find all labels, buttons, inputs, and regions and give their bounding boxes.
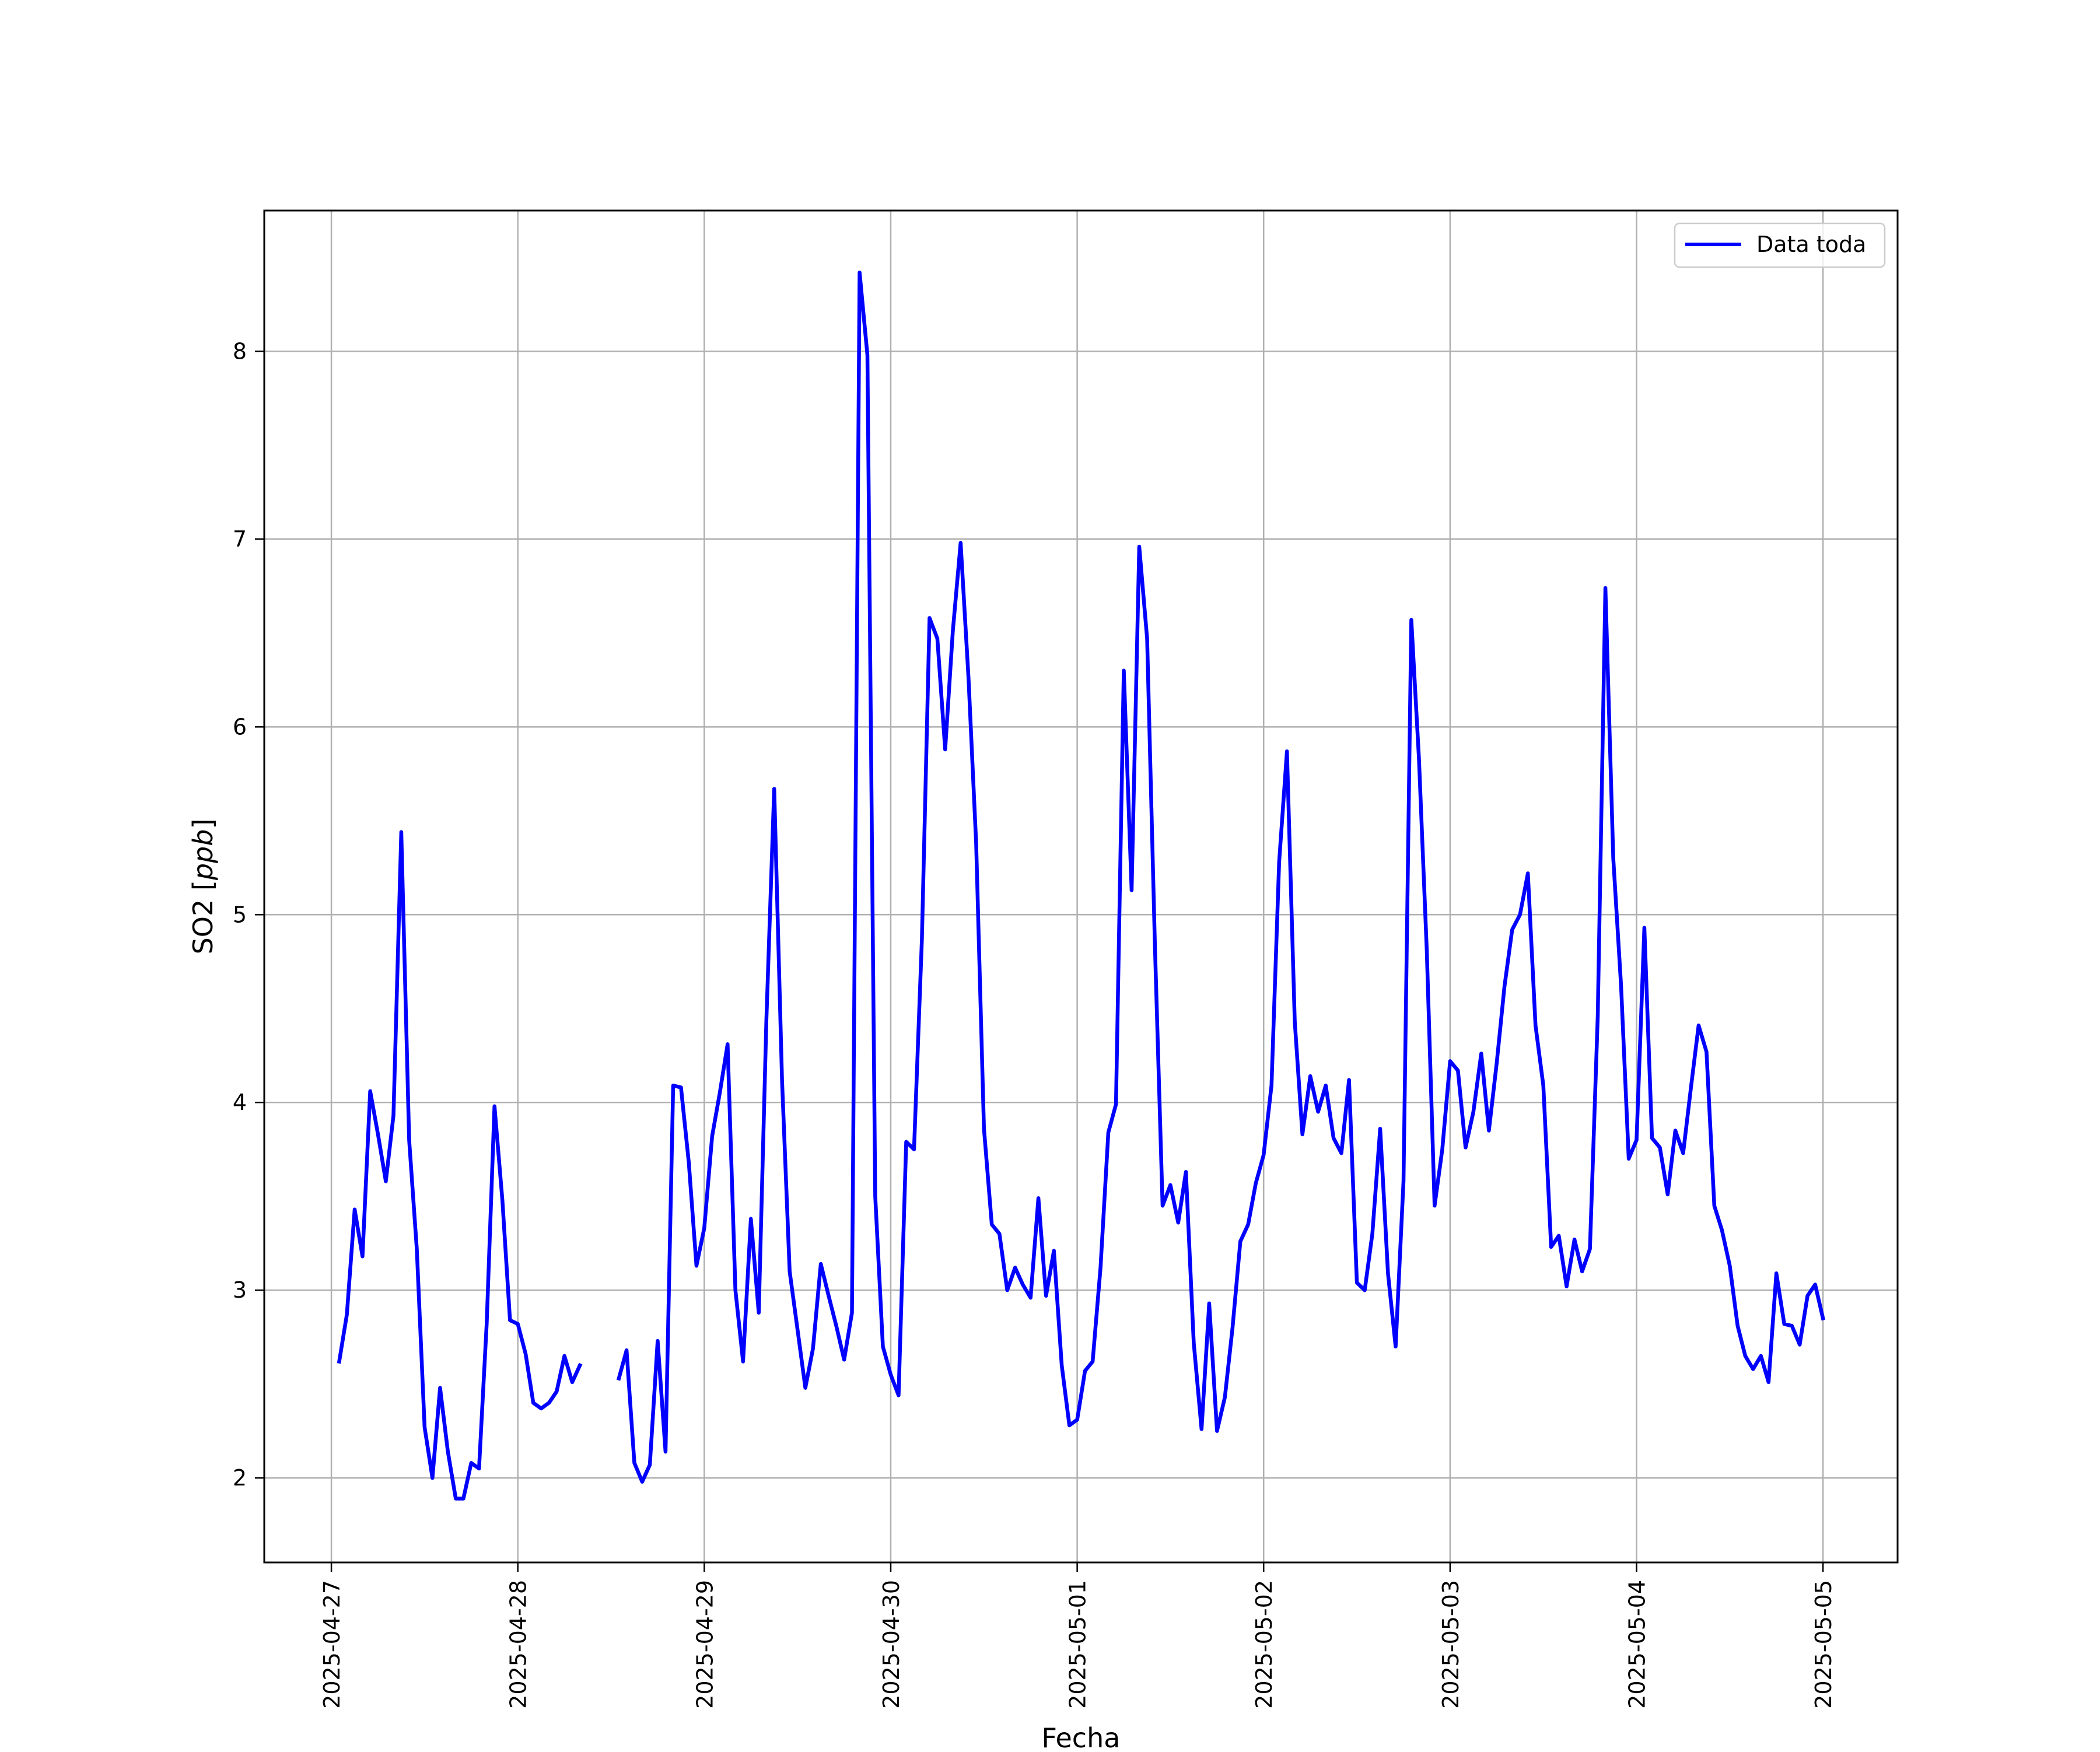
grid-layer <box>264 211 1898 1562</box>
x-tick-label: 2025-05-01 <box>1065 1580 1091 1709</box>
x-tick-label: 2025-05-02 <box>1251 1580 1277 1709</box>
y-tick-label: 4 <box>233 1089 247 1115</box>
x-tick-label: 2025-04-27 <box>319 1580 345 1709</box>
series-line-segment <box>616 270 1825 1484</box>
y-axis-label-unit: ppb <box>187 829 219 881</box>
x-tick-label: 2025-05-05 <box>1811 1580 1836 1709</box>
x-tick-label: 2025-04-30 <box>878 1580 904 1709</box>
x-tick-label: 2025-04-28 <box>506 1580 531 1709</box>
x-tick-label: 2025-05-04 <box>1625 1580 1650 1709</box>
legend-label: Data toda <box>1756 232 1866 257</box>
legend-box <box>1674 222 1886 268</box>
y-axis-label-name: SO2 <box>187 899 219 955</box>
y-axis-label-close-bracket: ] <box>187 819 219 829</box>
series-line-segment <box>337 830 583 1501</box>
y-tick-label: 3 <box>233 1277 247 1303</box>
y-tick-label: 2 <box>233 1465 247 1491</box>
x-axis-label: Fecha <box>1042 1722 1121 1750</box>
plot-frame <box>263 209 1899 1564</box>
y-tick-label: 6 <box>233 714 247 740</box>
series-layer <box>337 270 1825 1501</box>
x-tick-label: 2025-04-29 <box>692 1580 718 1709</box>
legend: Data toda <box>1674 222 1886 268</box>
y-axis-label: SO2 [ppb] <box>187 819 219 955</box>
x-tick-label: 2025-05-03 <box>1438 1580 1464 1709</box>
ticks-layer: 2025-04-27 2025-04-28 2025-04-29 2025-04-30… <box>233 338 1836 1708</box>
y-tick-label: 7 <box>233 526 247 552</box>
y-tick-label: 8 <box>233 338 247 364</box>
y-tick-label: 5 <box>233 902 247 927</box>
y-axis-label-open-bracket: [ <box>187 880 219 899</box>
